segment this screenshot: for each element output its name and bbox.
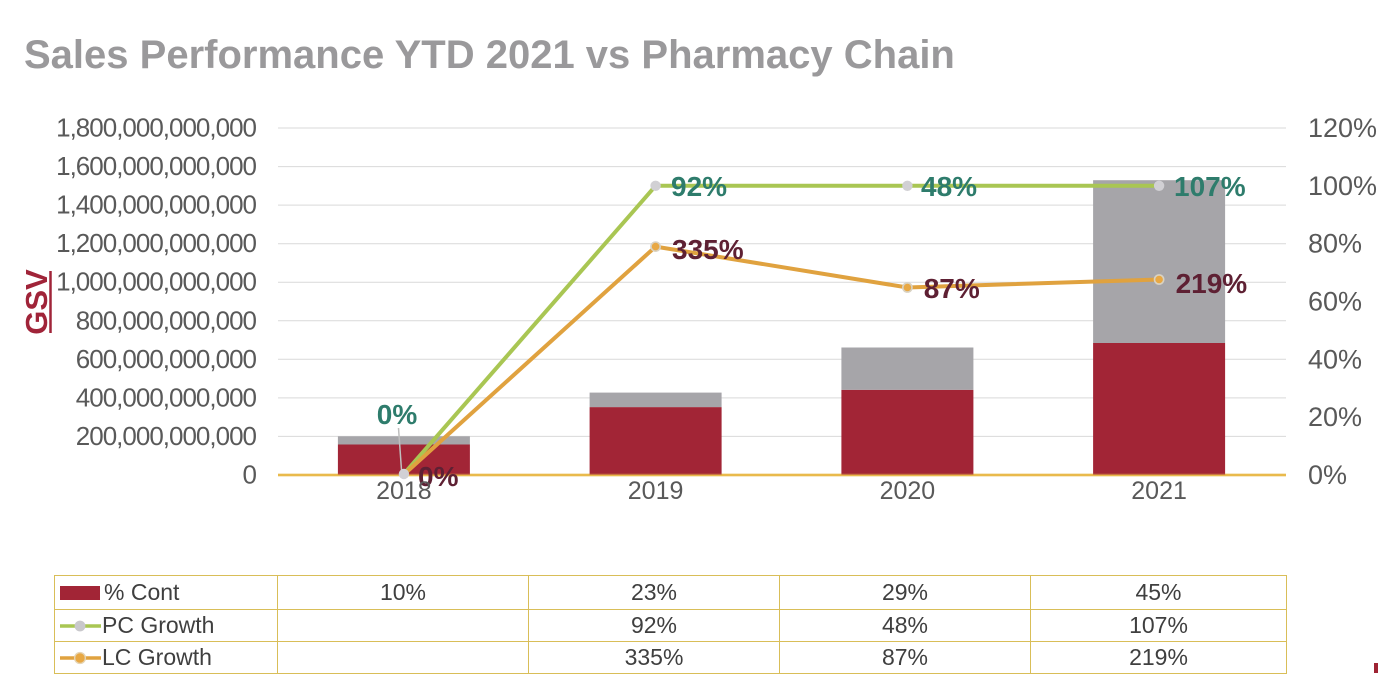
svg-text:219%: 219% <box>1176 268 1248 299</box>
svg-text:600,000,000,000: 600,000,000,000 <box>76 344 257 374</box>
svg-text:1,200,000,000,000: 1,200,000,000,000 <box>56 228 256 258</box>
svg-text:1,600,000,000,000: 1,600,000,000,000 <box>56 151 256 181</box>
svg-text:0%: 0% <box>1308 460 1347 490</box>
svg-text:60%: 60% <box>1308 287 1362 317</box>
svg-text:80%: 80% <box>1308 229 1362 259</box>
svg-text:2020: 2020 <box>880 477 936 505</box>
svg-text:92%: 92% <box>671 171 727 202</box>
svg-text:GSV: GSV <box>19 269 54 335</box>
svg-text:1,000,000,000,000: 1,000,000,000,000 <box>56 267 256 297</box>
svg-text:800,000,000,000: 800,000,000,000 <box>76 305 257 335</box>
svg-text:2019: 2019 <box>628 477 684 505</box>
svg-text:0%: 0% <box>377 399 418 430</box>
svg-text:200,000,000,000: 200,000,000,000 <box>76 421 257 451</box>
svg-text:2021: 2021 <box>1131 477 1187 505</box>
svg-text:107%: 107% <box>1174 171 1246 202</box>
svg-text:0: 0 <box>243 460 257 490</box>
svg-text:400,000,000,000: 400,000,000,000 <box>76 382 257 412</box>
svg-text:48%: 48% <box>921 171 977 202</box>
svg-text:120%: 120% <box>1308 113 1377 143</box>
svg-text:0%: 0% <box>418 461 459 492</box>
svg-text:100%: 100% <box>1308 171 1377 201</box>
svg-text:40%: 40% <box>1308 344 1362 374</box>
svg-text:1,800,000,000,000: 1,800,000,000,000 <box>56 113 256 143</box>
svg-text:20%: 20% <box>1308 402 1362 432</box>
svg-text:2018: 2018 <box>376 477 432 505</box>
svg-text:87%: 87% <box>924 273 980 304</box>
svg-text:335%: 335% <box>672 234 744 265</box>
svg-text:1,400,000,000,000: 1,400,000,000,000 <box>56 190 256 220</box>
